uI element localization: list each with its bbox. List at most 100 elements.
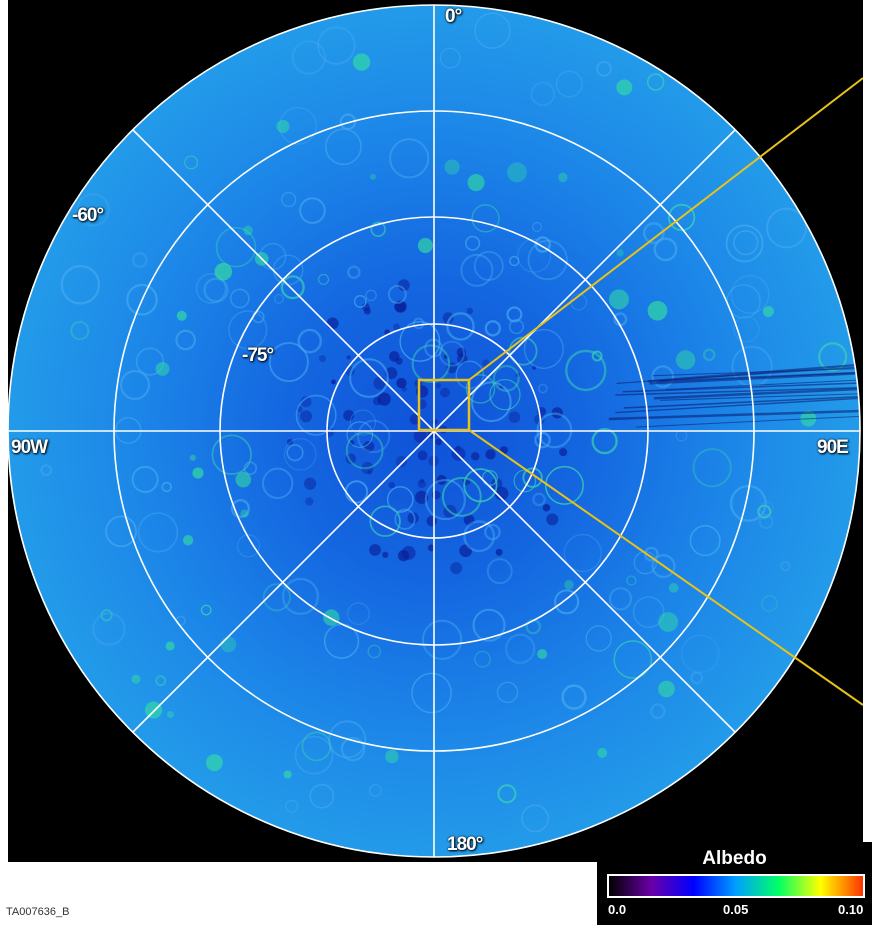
bright-spot (189, 454, 196, 461)
dark-speckle (534, 414, 545, 425)
bright-spot (597, 747, 608, 758)
albedo-polar-map: 0° 180° 90W 90E -60° -75° (8, 0, 863, 862)
bright-spot (385, 749, 399, 764)
dark-speckle (413, 429, 427, 443)
crater-rim (60, 264, 101, 305)
dark-streak (649, 372, 860, 385)
dark-streak (615, 397, 860, 414)
crater-rim (534, 236, 552, 253)
inset-indicator (417, 77, 863, 706)
crater-rim (818, 342, 848, 372)
dark-streak (666, 379, 860, 391)
crater-rim (484, 320, 502, 337)
crater-rim (438, 340, 466, 367)
crater-rim (389, 138, 430, 179)
crater-rim (537, 383, 548, 394)
crater-rim (439, 47, 461, 69)
crater-rim (281, 191, 297, 208)
crater-rim (725, 224, 764, 263)
dark-speckle (397, 549, 410, 562)
bright-spot (144, 701, 163, 719)
bright-spot (675, 350, 696, 370)
crater-rim (481, 469, 498, 486)
label-90w: 90W (11, 437, 48, 458)
crater-rim (513, 469, 537, 493)
crater-rim (651, 554, 676, 579)
dark-speckle (382, 551, 389, 558)
crater-rim (473, 250, 504, 281)
bright-spot (276, 119, 290, 133)
crater-rim (285, 799, 299, 813)
bright-spot (283, 770, 292, 779)
crater-rim (353, 295, 367, 308)
crater-rim (596, 61, 612, 77)
crater-rim (211, 434, 252, 475)
legend-tick-max: 0.10 (838, 902, 864, 917)
crater-rim (555, 70, 583, 98)
dark-speckle (363, 440, 375, 452)
crater-rim (733, 315, 760, 343)
crater-rim (530, 81, 556, 107)
dark-speckle (305, 497, 314, 506)
crater-rim (131, 252, 148, 269)
dark-speckle (407, 512, 419, 524)
bright-spot (155, 361, 170, 376)
dark-streak (622, 382, 860, 393)
bright-spot (616, 249, 624, 257)
crater-rim (135, 347, 165, 376)
crater-rim (733, 230, 759, 256)
dark-speckle (361, 461, 374, 475)
dark-speckle (398, 279, 410, 292)
crater-rim (465, 235, 481, 251)
dark-speckle (346, 355, 351, 360)
crater-rim (563, 533, 602, 573)
crater-rim (184, 155, 199, 170)
crater-rim (161, 481, 173, 493)
legend-tick-min: 0.0 (608, 902, 627, 917)
label-lat-60: -60° (72, 205, 104, 226)
dark-speckle (494, 486, 509, 501)
crater-rim (195, 273, 227, 304)
crater-rim (626, 575, 637, 586)
dark-speckle (440, 387, 450, 398)
dark-speckle (419, 478, 425, 484)
dark-speckle (559, 448, 568, 457)
bright-spot (220, 636, 237, 653)
bright-spot (658, 612, 679, 632)
inset-leader-top (468, 77, 863, 381)
dark-speckle (435, 382, 442, 389)
bright-spot (166, 710, 174, 718)
crater-rim (411, 672, 452, 714)
inset-box (417, 378, 471, 432)
surface-texture (40, 12, 860, 833)
crater-rim (730, 274, 770, 314)
dark-speckle (451, 446, 466, 461)
crater-rim (424, 478, 466, 521)
crater-rim (650, 703, 666, 719)
crater-rim (299, 197, 326, 224)
label-180-deg: 180° (447, 834, 483, 855)
bright-spot (192, 467, 204, 479)
bright-spot (176, 310, 187, 321)
crater-rim (349, 358, 389, 398)
crater-rim (284, 438, 317, 471)
bright-spot (214, 262, 233, 281)
bright-spot (323, 609, 340, 626)
crater-rim (523, 328, 564, 369)
bright-spot (352, 53, 371, 71)
crater-rim (281, 577, 320, 616)
crater-rim (309, 783, 335, 809)
dark-speckle (343, 409, 355, 421)
bright-spot (507, 162, 527, 183)
crater-rim (369, 505, 401, 537)
dark-speckle (396, 377, 407, 389)
crater-rim (175, 329, 197, 351)
bright-spot (616, 79, 633, 96)
dark-speckle (300, 396, 312, 408)
bright-spot (240, 509, 249, 518)
dark-speckle (369, 544, 381, 556)
crater-rim (394, 508, 416, 530)
crater-rim (347, 602, 370, 625)
crater-rim (155, 675, 167, 687)
dark-speckle (286, 438, 293, 445)
